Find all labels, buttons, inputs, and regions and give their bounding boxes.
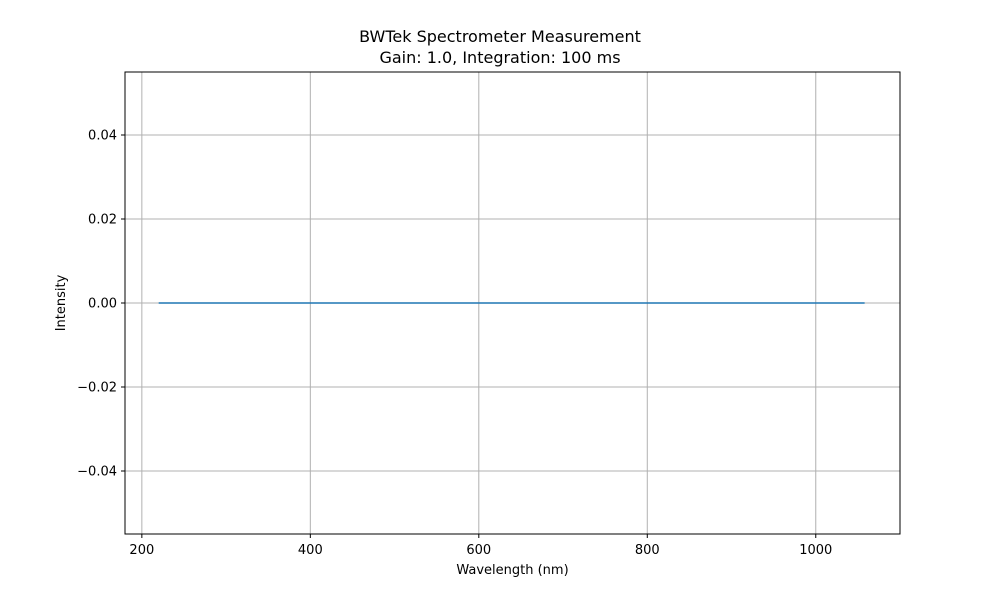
x-tick-label: 600 xyxy=(466,543,491,558)
x-tick-label: 400 xyxy=(298,543,323,558)
x-tick-label: 800 xyxy=(635,543,660,558)
y-tick-label: 0.04 xyxy=(88,129,117,144)
y-axis-label: Intensity xyxy=(54,274,69,331)
x-tick-label: 200 xyxy=(129,543,154,558)
y-tick-label: 0.00 xyxy=(88,297,117,312)
y-tick-label: −0.04 xyxy=(77,465,117,480)
y-tick-label: −0.02 xyxy=(77,381,117,396)
x-tick-label: 1000 xyxy=(799,543,832,558)
y-tick-label: 0.02 xyxy=(88,213,117,228)
chart-title: BWTek Spectrometer Measurement xyxy=(359,27,641,46)
ticks: 200 400 600 800 1000 −0.04 −0.02 0.00 0.02 0.04 xyxy=(77,129,832,559)
chart-subtitle: Gain: 1.0, Integration: 100 ms xyxy=(379,48,621,67)
x-axis-label: Wavelength (nm) xyxy=(456,563,568,578)
